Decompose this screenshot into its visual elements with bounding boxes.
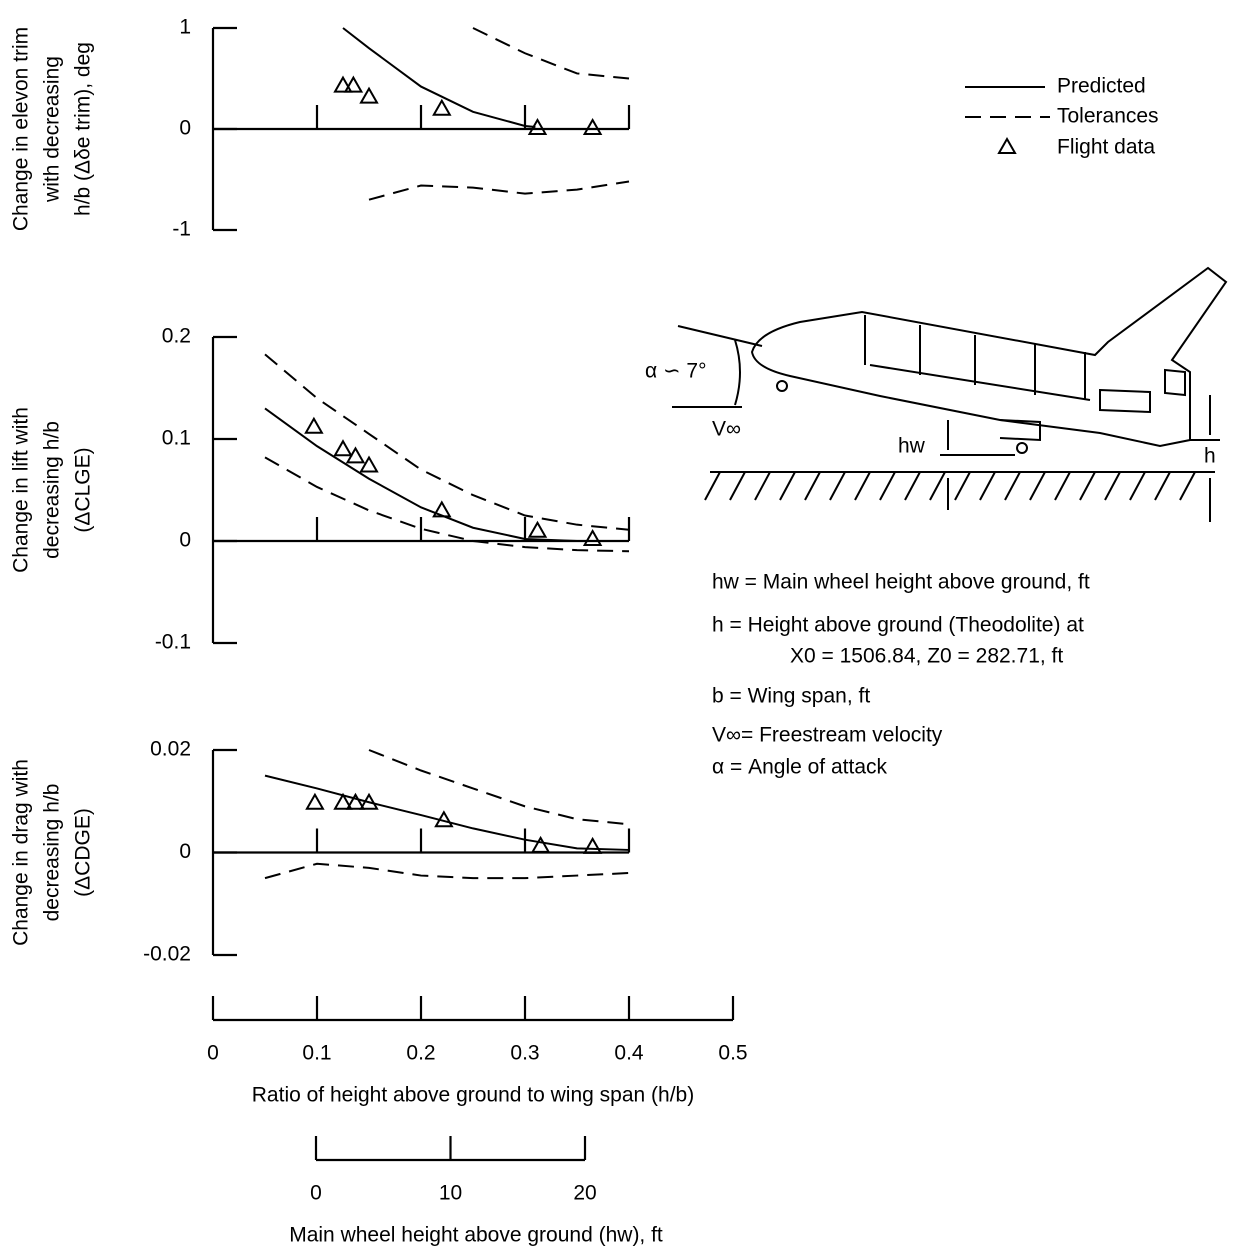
flight-data-point — [345, 792, 366, 810]
predicted-line — [342, 27, 536, 128]
y-tick-label: 0.1 — [162, 427, 191, 450]
definition: b = Wing span, ft — [712, 685, 870, 708]
y-tick-label: 0.02 — [150, 738, 191, 761]
flight-data-point — [359, 792, 379, 810]
tolerance-line — [264, 353, 630, 531]
alpha-lines — [672, 325, 763, 408]
x-tick-label: 0 — [207, 1042, 219, 1065]
y-tick-label: 0 — [179, 529, 191, 552]
y-axis-label: decreasing h/b — [41, 421, 64, 559]
hw-tick-label: 20 — [573, 1182, 596, 1205]
y-tick-label: -0.02 — [143, 943, 191, 966]
flight-data-point — [359, 86, 379, 104]
flight-data-point — [305, 792, 325, 810]
y-axis-label: with decreasing — [41, 56, 64, 203]
tolerance-line — [264, 456, 630, 553]
y-axis-label: Change in elevon trim — [10, 27, 33, 231]
flight-data-point — [343, 75, 364, 93]
y-tick-label: 0 — [179, 840, 191, 863]
y-tick-label: 0 — [179, 117, 191, 140]
flight-data-point — [582, 117, 603, 135]
hw-label: hw — [898, 435, 926, 458]
definition: h = Height above ground (Theodolite) at — [712, 614, 1084, 637]
shuttle-detail — [864, 315, 1186, 442]
nose-wheel — [776, 380, 788, 392]
legend-label: Tolerances — [1057, 105, 1159, 128]
x-tick-label: 0.1 — [302, 1042, 331, 1065]
h-label: h — [1204, 445, 1216, 468]
y-axis-label: Change in drag with — [10, 759, 33, 946]
v-label: V∞ — [712, 418, 741, 441]
tolerance-line — [264, 862, 630, 880]
hw-axis-label: Main wheel height above ground (hw), ft — [289, 1224, 663, 1247]
flight-data-point — [333, 792, 353, 810]
shuttle-illustration: α ∽ 7° V∞ hw h — [645, 266, 1228, 522]
flight-data-point — [359, 455, 379, 473]
shuttle-body — [750, 266, 1228, 448]
flight-data-point — [333, 75, 353, 93]
definitions: hw = Main wheel height above ground, ft … — [712, 571, 1090, 779]
flight-data-point — [582, 528, 603, 546]
alpha-label: α ∽ 7° — [645, 360, 706, 383]
ground — [704, 471, 1215, 501]
predicted-line — [264, 774, 630, 851]
flight-data-point — [582, 836, 603, 854]
definition: α = Angle of attack — [712, 756, 887, 779]
y-axis-label: (ΔCLGE) — [72, 447, 95, 532]
flight-data-point — [530, 835, 551, 853]
legend-label: Predicted — [1057, 75, 1146, 98]
flight-data-point — [333, 439, 353, 457]
hw-tick-label: 0 — [310, 1182, 322, 1205]
height-markers — [940, 395, 1220, 522]
y-tick-label: -1 — [172, 218, 191, 241]
y-tick-label: 0.2 — [162, 325, 191, 348]
flight-data-point — [434, 810, 454, 828]
legend-triangle — [997, 136, 1017, 154]
tolerance-line — [368, 749, 630, 826]
x-tick-label: 0.5 — [718, 1042, 747, 1065]
flight-data-point — [304, 416, 324, 434]
y-tick-label: 1 — [179, 16, 191, 39]
y-axis-label: (ΔCDGE) — [72, 808, 95, 897]
flight-data-point — [345, 446, 366, 464]
predicted-line — [264, 407, 578, 542]
y-axis-label: Change in lift with — [10, 407, 33, 573]
main-wheel — [1016, 442, 1028, 454]
x-tick-label: 0.3 — [510, 1042, 539, 1065]
x-tick-label: 0.4 — [614, 1042, 644, 1065]
flight-data-point — [432, 500, 452, 518]
hw-tick-label: 10 — [439, 1182, 462, 1205]
flight-data-point — [432, 98, 452, 116]
definition: hw = Main wheel height above ground, ft — [712, 571, 1090, 594]
y-axis-label: decreasing h/b — [41, 784, 64, 922]
y-tick-label: -0.1 — [155, 631, 191, 654]
legend-label: Flight data — [1057, 136, 1155, 159]
tolerance-line — [472, 27, 630, 80]
definition: V∞= Freestream velocity — [712, 724, 943, 747]
x-tick-label: 0.2 — [406, 1042, 435, 1065]
flight-data-point — [527, 117, 548, 135]
flight-data-point — [527, 520, 548, 538]
tolerance-line — [368, 180, 630, 201]
definition: X0 = 1506.84, Z0 = 282.71, ft — [790, 645, 1063, 668]
x-axis-label: Ratio of height above ground to wing spa… — [252, 1084, 694, 1107]
y-axis-label: h/b (Δδe trim), deg — [72, 42, 95, 216]
